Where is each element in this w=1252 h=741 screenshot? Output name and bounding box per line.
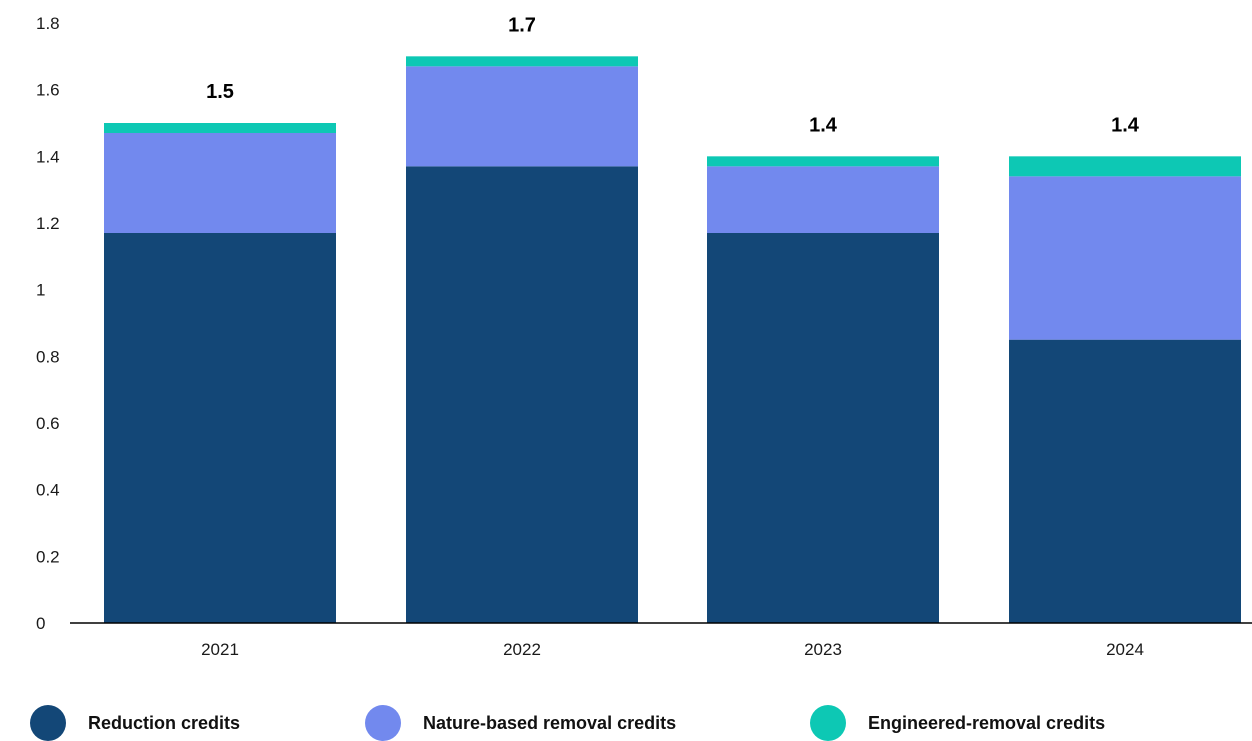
bar-segment-2024-3: [1009, 156, 1241, 177]
y-tick-label: 1.8: [36, 14, 60, 33]
y-tick-label: 0: [36, 614, 45, 633]
y-tick-label: 0.2: [36, 547, 60, 566]
bar-segment-2024-2: [1009, 176, 1241, 340]
bar-segment-2023-2: [707, 166, 939, 233]
bar-segment-2021-1: [104, 233, 336, 623]
y-tick-label: 1.2: [36, 214, 60, 233]
y-tick-label: 0.4: [36, 481, 60, 500]
legend-item-nature-based: Nature-based removal credits: [365, 705, 677, 741]
total-label-2023: 1.4: [809, 114, 838, 136]
y-tick-label: 0.8: [36, 347, 60, 366]
y-tick-label: 0.6: [36, 414, 60, 433]
bars: [104, 56, 1241, 624]
y-tick-label: 1.4: [36, 147, 60, 166]
x-tick-label-2023: 2023: [804, 640, 842, 659]
bar-segment-2024-1: [1009, 339, 1241, 623]
total-label-2021: 1.5: [206, 81, 234, 103]
x-axis-ticks: 2021 2022 2023 2024: [201, 640, 1144, 659]
legend: Reduction credits Nature-based removal c…: [30, 705, 1250, 741]
y-axis-ticks: 0 0.2 0.4 0.6 0.8 1 1.2 1.4 1.6 1.8: [36, 14, 60, 633]
bar-segment-2023-3: [707, 156, 939, 167]
stacked-bar-chart: 00.20.40.60.811.21.41.61.8 1.51.71.4 1.4 …: [36, 14, 1252, 659]
legend-label-engineered: Engineered-removal credits: [868, 712, 1106, 733]
bar-segment-2023-1: [707, 233, 939, 623]
legend-item-engineered: Engineered-removal credits: [810, 705, 1106, 741]
legend-item-reduction: Reduction credits: [30, 705, 241, 741]
x-tick-label-2022: 2022: [503, 640, 541, 659]
legend-label-nature-based: Nature-based removal credits: [423, 712, 677, 733]
total-label-2022: 1.7: [508, 14, 536, 36]
legend-swatch-engineered: [810, 705, 846, 741]
bar-segment-2022-1: [406, 166, 638, 624]
legend-swatch-reduction: [30, 705, 66, 741]
x-tick-label-2021: 2021: [201, 640, 239, 659]
legend-swatch-nature-based: [365, 705, 401, 741]
bar-segment-2022-3: [406, 56, 638, 67]
legend-label-reduction: Reduction credits: [88, 712, 241, 733]
total-labels: 1.5 1.7 1.4 1.4: [206, 14, 1140, 136]
bar-segment-2021-2: [104, 133, 336, 233]
bar-segment-2021-3: [104, 123, 336, 133]
bar-segment-2022-2: [406, 66, 638, 167]
x-tick-label-2024: 2024: [1106, 640, 1144, 659]
total-label-2024: 1.4: [1111, 114, 1140, 136]
y-tick-label: 1.6: [36, 81, 60, 100]
y-tick-label: 1: [36, 281, 45, 300]
